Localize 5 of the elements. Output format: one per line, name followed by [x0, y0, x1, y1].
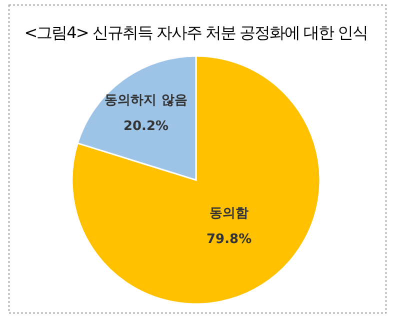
data-label: 79.8% — [206, 232, 252, 247]
slice-label: 동의함 — [210, 206, 249, 221]
slice-label: 동의하지 않음 — [104, 93, 188, 108]
chart-title: <그림4> 신규취득 자사주 처분 공정화에 대한 인식 — [24, 23, 368, 42]
data-label: 20.2% — [123, 119, 169, 134]
